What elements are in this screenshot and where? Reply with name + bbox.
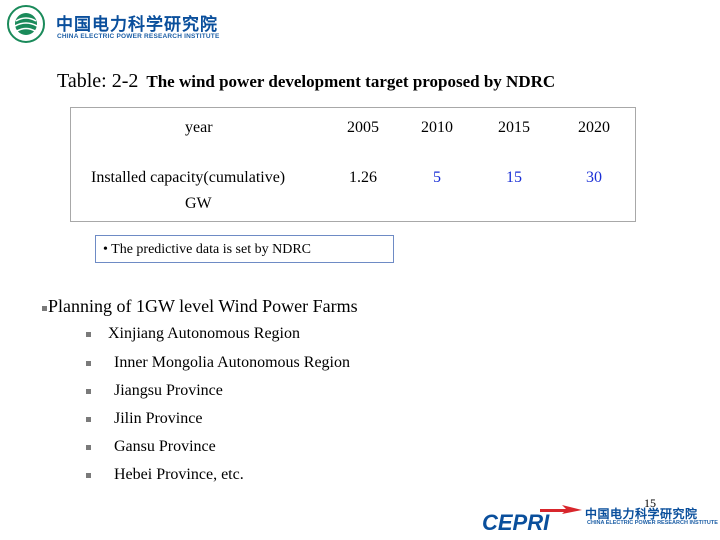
org-name-cn: 中国电力科学研究院 <box>56 15 218 35</box>
sgcc-globe-logo-icon <box>7 5 45 43</box>
year-2015: 2015 <box>498 119 530 136</box>
square-bullet-icon <box>86 332 91 337</box>
planning-heading: Planning of 1GW level Wind Power Farms <box>48 296 358 316</box>
square-bullet-icon <box>42 306 47 311</box>
planning-item: Jiangsu Province <box>114 382 223 399</box>
cepri-wordmark: CEPRI <box>482 510 550 531</box>
value-2005: 1.26 <box>349 169 377 186</box>
ndrc-note: • The predictive data is set by NDRC <box>95 235 394 263</box>
year-2005: 2005 <box>347 119 379 136</box>
cepri-logo-icon: CEPRI <box>482 505 582 531</box>
page-number: 15 <box>644 496 656 510</box>
year-2020: 2020 <box>578 119 610 136</box>
square-bullet-icon <box>86 473 91 478</box>
footer-org-name-en: CHINA ELECTRIC POWER RESEARCH INSTITUTE <box>587 520 718 526</box>
row-label-unit: GW <box>185 195 212 212</box>
planning-item: Gansu Province <box>114 438 216 455</box>
org-name-en: CHINA ELECTRIC POWER RESEARCH INSTITUTE <box>57 33 220 40</box>
square-bullet-icon <box>86 417 91 422</box>
table-caption: The wind power development target propos… <box>146 72 556 91</box>
value-2020: 30 <box>586 169 602 186</box>
table-number: Table: 2-2 <box>57 70 139 92</box>
header-label-year: year <box>185 119 213 136</box>
wind-target-table: year 2005 2010 2015 2020 Installed capac… <box>70 107 636 222</box>
planning-item: Hebei Province, etc. <box>114 466 244 483</box>
square-bullet-icon <box>86 389 91 394</box>
year-2010: 2010 <box>421 119 453 136</box>
square-bullet-icon <box>86 361 91 366</box>
footer-org-name-cn: 中国电力科学研究院 <box>585 507 698 521</box>
square-bullet-icon <box>86 445 91 450</box>
row-label-capacity: Installed capacity(cumulative) <box>91 169 286 186</box>
planning-item: Jilin Province <box>114 410 203 427</box>
value-2015: 15 <box>506 169 522 186</box>
value-2010: 5 <box>433 169 441 186</box>
planning-item: Xinjiang Autonomous Region <box>108 325 300 342</box>
table-title: Table: 2-2 The wind power development tar… <box>57 70 555 93</box>
planning-item: Inner Mongolia Autonomous Region <box>114 354 350 371</box>
